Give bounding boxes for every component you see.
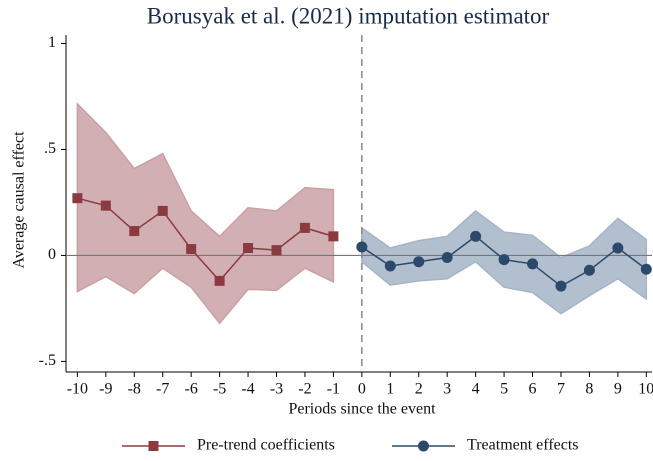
x-tick-label: 1 xyxy=(386,381,394,398)
x-tick-label: 3 xyxy=(443,381,451,398)
marker xyxy=(214,275,225,286)
x-tick-label: 9 xyxy=(614,381,622,398)
marker xyxy=(157,205,168,216)
marker xyxy=(100,200,111,211)
marker xyxy=(441,252,453,264)
x-tick-label: -8 xyxy=(128,381,141,398)
legend-marker xyxy=(148,441,159,451)
marker xyxy=(498,254,510,266)
x-tick-label: -1 xyxy=(327,381,340,398)
x-tick-label: 8 xyxy=(585,381,593,398)
x-tick-label: 7 xyxy=(557,381,565,398)
marker xyxy=(583,264,595,276)
y-tick-label: -.5 xyxy=(39,352,56,369)
marker xyxy=(413,256,425,268)
marker xyxy=(356,241,368,253)
x-tick-label: 5 xyxy=(500,381,508,398)
legend-label: Treatment effects xyxy=(467,437,579,454)
marker xyxy=(72,193,83,204)
x-tick-label: 4 xyxy=(472,381,480,398)
x-tick-label: 0 xyxy=(358,381,366,398)
marker xyxy=(384,260,396,272)
marker xyxy=(470,230,482,242)
y-tick-label: 1 xyxy=(48,34,56,51)
y-tick-label: 0 xyxy=(48,246,56,263)
marker xyxy=(527,258,539,270)
legend-label: Pre-trend coefficients xyxy=(197,437,335,454)
x-tick-label: -9 xyxy=(99,381,112,398)
x-tick-label: -7 xyxy=(156,381,169,398)
marker xyxy=(612,242,624,254)
x-tick-label: -3 xyxy=(270,381,283,398)
marker xyxy=(555,280,567,292)
x-tick-label: -6 xyxy=(185,381,198,398)
legend-marker xyxy=(418,440,429,452)
x-axis-label: Periods since the event xyxy=(288,401,436,418)
marker xyxy=(186,244,197,255)
marker xyxy=(328,231,339,242)
x-tick-label: -4 xyxy=(241,381,254,398)
marker xyxy=(299,222,310,233)
marker xyxy=(271,245,282,256)
x-tick-label: -10 xyxy=(67,381,88,398)
marker xyxy=(129,226,140,237)
marker xyxy=(640,263,652,275)
x-tick-label: -2 xyxy=(298,381,311,398)
y-tick-label: .5 xyxy=(44,140,56,157)
x-tick-label: 10 xyxy=(638,381,653,398)
confidence-band xyxy=(76,102,335,325)
x-tick-label: 2 xyxy=(415,381,423,398)
x-tick-label: -5 xyxy=(213,381,226,398)
series-line xyxy=(77,197,334,282)
marker xyxy=(243,243,254,254)
y-axis-label: Average causal effect xyxy=(11,131,28,269)
x-tick-label: 6 xyxy=(529,381,537,398)
chart-title: Borusyak et al. (2021) imputation estima… xyxy=(147,3,550,28)
